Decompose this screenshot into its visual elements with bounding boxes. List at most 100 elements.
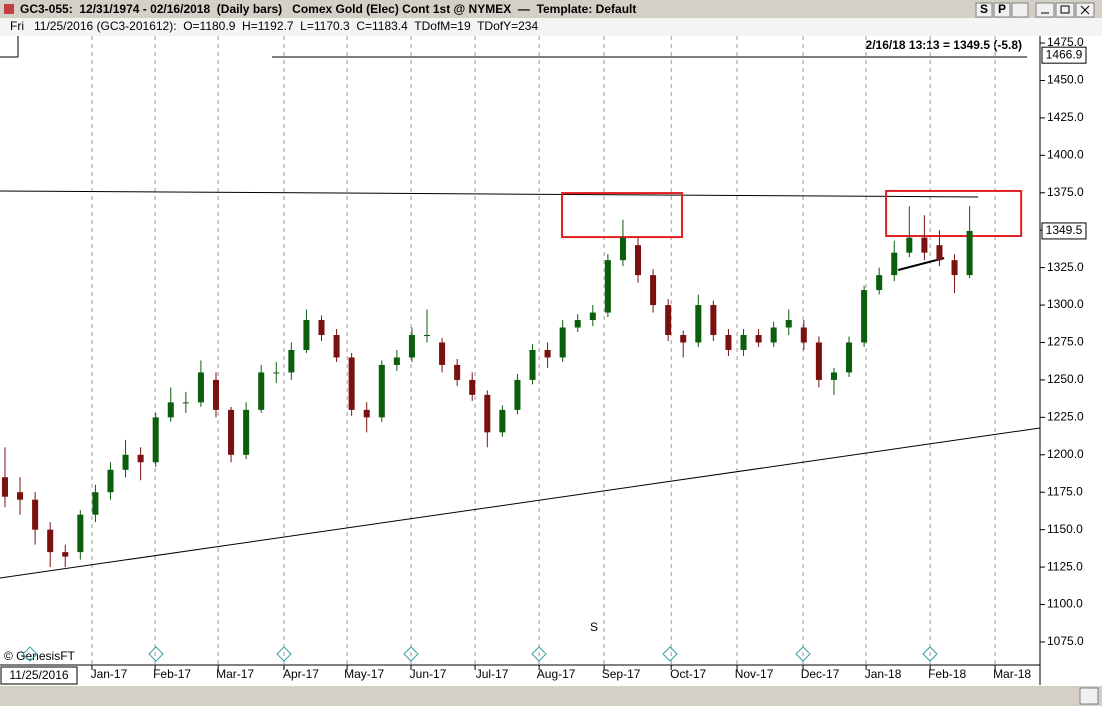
candle-body (484, 394, 491, 433)
y-tick-label: 1325.0 (1047, 260, 1084, 274)
y-tick-label: 1125.0 (1047, 559, 1083, 573)
y-tick-label: 1425.0 (1047, 110, 1084, 124)
candle-body (861, 290, 868, 343)
candle-body (695, 305, 702, 343)
highlight-box (885, 189, 1023, 238)
candle-body (318, 320, 325, 336)
x-tick-label: Feb-18 (928, 667, 966, 681)
scrollbar[interactable] (0, 686, 1102, 706)
minimize-button[interactable] (1035, 2, 1055, 18)
candle-body (529, 349, 536, 380)
maximize-button[interactable] (1055, 2, 1075, 18)
bar-info: 11/25/2016 (GC3-201612): O=1180.9 H=1192… (34, 19, 538, 33)
y-tick-label: 1400.0 (1047, 148, 1084, 162)
candle-body (725, 335, 732, 350)
button[interactable] (975, 2, 993, 18)
candle-body (258, 372, 265, 410)
window-title: GC3-055: 12/31/1974 - 02/16/2018 (Daily … (20, 2, 636, 16)
y-tick-label: 1275.0 (1047, 335, 1084, 349)
candle-body (393, 357, 400, 365)
candle-body (906, 237, 913, 253)
candle-body (921, 237, 928, 253)
candle-body (770, 327, 777, 343)
candle-body (423, 335, 431, 337)
x-tick-label: Dec-17 (801, 667, 840, 681)
button[interactable] (993, 2, 1011, 18)
button-label[interactable]: P (998, 2, 1006, 16)
candle-body (815, 342, 822, 380)
y-tick-label: 1450.0 (1047, 73, 1084, 87)
candle-body (439, 342, 446, 365)
candle-body (378, 364, 385, 418)
candle-body (363, 409, 370, 418)
candle-body (514, 379, 521, 410)
y-tick-label: 1075.0 (1047, 634, 1084, 648)
start-date-box (0, 666, 78, 685)
x-tick-label: Jan-18 (865, 667, 902, 681)
candle-body (167, 402, 174, 418)
candle-body (559, 327, 566, 358)
candle-body (243, 409, 250, 455)
watermark: © GenesisFT (4, 649, 76, 663)
annotation-text: S (590, 620, 598, 634)
candle-body (936, 245, 943, 261)
x-tick-label: Mar-18 (993, 667, 1031, 681)
x-tick-label: Oct-17 (670, 667, 706, 681)
close-glyph (1080, 5, 1090, 15)
candle-body (499, 409, 506, 433)
candle-body (966, 230, 973, 276)
candle-body (137, 454, 144, 463)
candle-body (635, 245, 642, 276)
candle-body (454, 364, 461, 380)
candle-body (288, 349, 295, 373)
pin-button[interactable] (1011, 2, 1029, 18)
x-tick-label: Aug-17 (537, 667, 576, 681)
candle-body (544, 349, 551, 358)
candle-body (122, 454, 129, 470)
candle-body (846, 342, 853, 373)
candle-body (619, 237, 626, 261)
candle-body (830, 372, 837, 380)
y-tick-label: 1250.0 (1047, 372, 1084, 386)
highlight-box (561, 192, 684, 239)
candle-body (197, 372, 204, 403)
candle-body (740, 335, 747, 350)
candle-body (604, 260, 611, 313)
candle-body (107, 469, 114, 493)
scroll-button[interactable] (1079, 687, 1099, 705)
x-tick-label: Jul-17 (476, 667, 509, 681)
title-bar (0, 0, 1102, 18)
candle-body (650, 275, 657, 306)
y-tick-label: 1100.0 (1047, 597, 1083, 611)
candle-body (228, 409, 235, 455)
button-label[interactable]: S (980, 2, 988, 16)
candle-body (273, 372, 280, 374)
candle-body (665, 305, 672, 336)
candle-body (32, 499, 39, 530)
y-tick-label: 1225.0 (1047, 410, 1084, 424)
price-marker-box (1041, 222, 1087, 240)
candle-body (77, 514, 84, 553)
candle-body (182, 402, 189, 404)
y-tick-label: 1150.0 (1047, 522, 1083, 536)
y-tick-label: 1300.0 (1047, 297, 1084, 311)
price-marker-box (1041, 46, 1087, 64)
candle-body (17, 492, 24, 500)
candle-body (469, 379, 476, 395)
price-marker-label: 1466.9 (1046, 47, 1083, 61)
plot-area (0, 36, 1040, 665)
candle-body (951, 260, 958, 276)
candle-body (348, 357, 355, 410)
trend-line (0, 190, 979, 198)
x-tick-label: Jun-17 (410, 667, 447, 681)
window-icon (4, 4, 14, 14)
price-marker-label: 1349.5 (1046, 223, 1083, 237)
candle-body (408, 335, 415, 358)
candle-body (47, 529, 54, 553)
y-tick-label: 1375.0 (1047, 185, 1084, 199)
candle-body (710, 305, 717, 336)
candle-body (212, 379, 220, 410)
